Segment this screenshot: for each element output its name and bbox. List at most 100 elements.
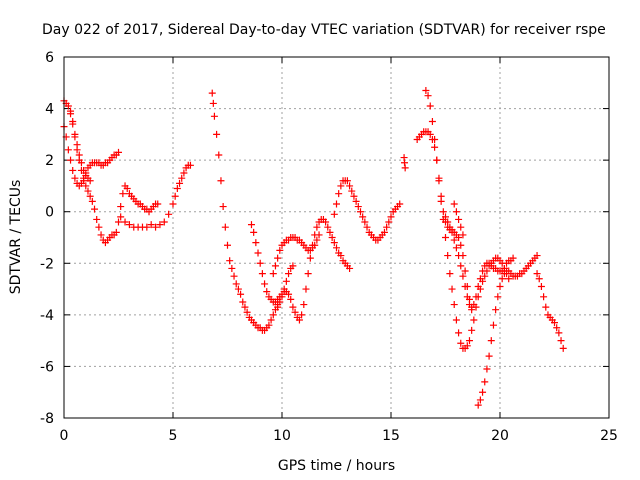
data-point <box>226 257 234 265</box>
data-point <box>271 262 279 270</box>
data-point <box>498 275 506 283</box>
data-point <box>350 192 358 200</box>
data-point <box>452 208 460 216</box>
data-point <box>300 301 308 309</box>
data-point <box>208 89 216 97</box>
data-point <box>465 337 473 345</box>
data-point <box>178 174 186 182</box>
data-point <box>274 303 282 311</box>
data-point <box>115 148 122 156</box>
data-point <box>422 87 430 95</box>
data-point <box>337 182 345 190</box>
data-point <box>64 102 72 110</box>
data-point <box>75 151 83 159</box>
data-point <box>143 223 151 231</box>
data-point <box>433 156 441 164</box>
data-point <box>468 306 476 314</box>
data-point <box>396 200 404 208</box>
data-point <box>221 223 229 231</box>
data-point <box>213 130 221 138</box>
data-point <box>285 270 293 278</box>
data-point <box>173 185 181 193</box>
data-point <box>533 270 541 278</box>
data-point <box>278 293 286 301</box>
data-point <box>93 215 101 223</box>
data-point <box>217 177 225 185</box>
data-series <box>60 123 122 190</box>
data-point <box>219 203 227 211</box>
data-point <box>276 298 284 306</box>
data-point <box>448 228 456 236</box>
data-point <box>69 117 77 125</box>
data-point <box>258 270 266 278</box>
data-point <box>476 285 484 293</box>
data-point <box>459 231 467 239</box>
x-tick-label: 15 <box>382 428 400 444</box>
data-point <box>125 221 133 229</box>
data-point <box>505 275 513 283</box>
data-point <box>169 200 177 208</box>
data-point <box>489 321 497 329</box>
data-point <box>450 236 458 244</box>
data-point <box>533 252 541 260</box>
data-point <box>302 285 310 293</box>
data-point <box>387 213 395 221</box>
data-point <box>448 285 456 293</box>
data-point <box>363 223 371 231</box>
data-point <box>306 254 314 262</box>
data-point <box>481 378 489 386</box>
data-point <box>424 92 432 100</box>
data-point <box>380 228 388 236</box>
chart-title: Day 022 of 2017, Sidereal Day-to-day VTE… <box>42 22 606 38</box>
data-point <box>69 166 77 174</box>
data-point <box>64 146 72 154</box>
data-point <box>71 174 79 182</box>
data-point <box>326 228 334 236</box>
data-point <box>274 254 282 262</box>
data-point <box>437 197 445 205</box>
data-point <box>457 241 465 249</box>
data-point <box>239 298 247 306</box>
data-point <box>247 221 255 229</box>
data-point <box>330 239 338 247</box>
data-point <box>269 311 277 319</box>
data-point <box>324 223 332 231</box>
data-point <box>77 179 85 187</box>
data-point <box>457 223 465 231</box>
data-series <box>60 97 162 247</box>
data-point <box>356 208 364 216</box>
data-point <box>252 239 260 247</box>
data-point <box>535 275 543 283</box>
data-point <box>463 293 471 301</box>
data-point <box>455 252 463 260</box>
x-tick-label: 0 <box>60 428 69 444</box>
data-point <box>450 200 458 208</box>
data-point <box>335 190 343 198</box>
data-point <box>230 272 238 280</box>
data-point <box>465 301 473 309</box>
x-tick-label: 10 <box>273 428 291 444</box>
data-point <box>444 218 452 226</box>
data-series <box>247 215 354 324</box>
data-point <box>450 301 458 309</box>
data-point <box>352 197 360 205</box>
data-point <box>119 190 127 198</box>
data-point <box>346 264 354 272</box>
data-point <box>446 270 454 278</box>
data-point <box>435 177 443 185</box>
data-point <box>452 316 460 324</box>
data-point <box>237 290 245 298</box>
data-point <box>361 218 369 226</box>
data-point <box>282 277 290 285</box>
data-point <box>479 277 487 285</box>
data-point <box>479 388 487 396</box>
y-tick-label: 0 <box>45 205 54 221</box>
data-point <box>481 272 489 280</box>
data-point <box>265 321 273 329</box>
data-point <box>180 169 188 177</box>
data-point <box>557 337 565 345</box>
data-point <box>330 210 338 218</box>
data-point <box>348 187 356 195</box>
data-point <box>77 159 85 167</box>
data-point <box>154 200 162 208</box>
